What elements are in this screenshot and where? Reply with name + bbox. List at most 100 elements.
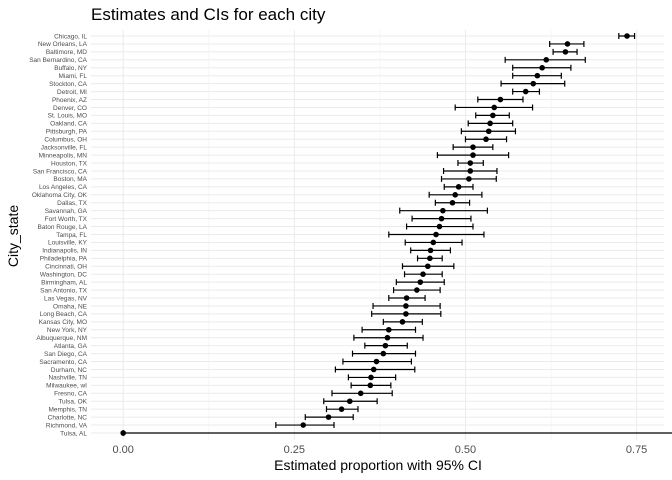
- estimate-point: [403, 311, 409, 317]
- y-tick-label: Fort Worth, TX: [45, 216, 88, 223]
- estimate-point: [534, 72, 541, 79]
- estimate-point: [455, 184, 462, 190]
- estimate-point: [373, 358, 380, 365]
- estimate-point: [357, 390, 364, 397]
- y-tick-label: Pittsburgh, PA: [46, 129, 88, 136]
- estimate-point: [485, 128, 492, 135]
- x-tick-label: 0.75: [626, 444, 647, 456]
- y-tick-label: San Diego, CA: [44, 351, 88, 358]
- estimate-point: [436, 223, 443, 230]
- y-tick-label: Las Vegas, NV: [44, 295, 88, 302]
- estimate-point: [368, 374, 374, 381]
- estimate-point: [430, 239, 437, 246]
- y-tick-label: San Francisco, CA: [33, 168, 88, 175]
- estimate-point: [539, 64, 545, 71]
- y-tick-label: Jacksonville, FL: [41, 144, 88, 151]
- estimate-point: [300, 422, 307, 428]
- estimate-point: [562, 49, 569, 55]
- y-tick-label: Phoenix, AZ: [52, 97, 87, 104]
- y-tick-label: Tulsa, OK: [58, 399, 87, 406]
- y-tick-label: Charlotte, NC: [48, 414, 88, 421]
- y-tick-label: Tulsa, AL: [60, 430, 87, 437]
- y-tick-label: Houston, TX: [51, 160, 88, 167]
- y-tick-label: Boston, MA: [53, 176, 87, 183]
- estimate-point: [427, 255, 433, 262]
- estimate-point: [420, 271, 426, 278]
- estimate-point: [624, 33, 630, 39]
- y-tick-label: Savannah, GA: [45, 208, 88, 215]
- x-axis-title: Estimated proportion with 95% CI: [274, 457, 482, 473]
- estimate-point: [522, 88, 529, 95]
- y-tick-label: Birmingham, AL: [41, 279, 87, 286]
- estimate-point: [433, 231, 439, 238]
- estimate-point: [564, 41, 571, 47]
- estimate-point: [543, 57, 550, 63]
- estimate-point: [530, 80, 537, 87]
- estimate-point: [452, 192, 459, 198]
- estimate-point: [427, 247, 434, 254]
- y-tick-label: Miami, FL: [58, 73, 87, 80]
- estimate-point: [417, 279, 424, 285]
- y-tick-label: Dallas, TX: [57, 200, 88, 207]
- grid: [91, 30, 664, 440]
- y-tick-label: Philadelphia, PA: [40, 256, 88, 263]
- y-tick-label: Nashville, TN: [48, 375, 87, 382]
- estimate-point: [491, 104, 498, 111]
- x-tick-label: 0.00: [112, 444, 133, 456]
- error-bar: [122, 430, 672, 436]
- y-tick-label: Oakland, CA: [50, 121, 88, 128]
- estimate-point: [384, 334, 391, 341]
- y-tick-label: Los Angeles, CA: [39, 184, 88, 191]
- y-tick-label: New Orleans, LA: [38, 41, 88, 48]
- estimate-point: [380, 350, 387, 357]
- estimate-point: [399, 319, 406, 325]
- y-tick-label: Baltimore, MD: [46, 49, 87, 56]
- y-tick-label: Fresno, CA: [54, 391, 88, 398]
- y-tick-label: Chicago, IL: [54, 33, 87, 40]
- estimate-point: [497, 96, 504, 103]
- y-tick-label: St. Louis, MO: [48, 113, 87, 120]
- y-tick-label: Louisville, KY: [48, 240, 88, 247]
- y-tick-label: New York, NY: [47, 327, 88, 334]
- y-tick-label: Indianapolis, IN: [42, 248, 87, 255]
- estimate-point: [425, 263, 431, 270]
- y-tick-label: Oklahoma City, OK: [32, 192, 88, 199]
- estimate-point: [382, 342, 389, 349]
- estimate-point: [370, 366, 377, 373]
- y-tick-label: Omaha, NE: [53, 303, 88, 310]
- y-tick-label: Milwaukee, wI: [46, 383, 87, 390]
- estimate-point: [440, 207, 446, 214]
- estimate-point: [438, 215, 445, 222]
- estimate-point: [449, 199, 456, 206]
- y-tick-label: Minneapolis, MN: [39, 152, 88, 159]
- y-tick-label: Buffalo, NY: [54, 65, 87, 72]
- estimate-point: [414, 287, 420, 293]
- estimate-point: [385, 326, 392, 333]
- y-tick-label: Baton Rouge, LA: [37, 224, 87, 231]
- estimate-point: [346, 398, 353, 405]
- estimate-point: [403, 303, 409, 309]
- y-tick-label: Cincinnati, OH: [45, 264, 87, 271]
- y-tick-label: Sacramento, CA: [39, 359, 87, 366]
- y-tick-label: Atlanta, GA: [54, 343, 88, 350]
- y-tick-label: Columbus, OH: [44, 137, 87, 144]
- y-tick-label: Tampa, FL: [56, 232, 87, 239]
- y-tick-label: Memphis, TN: [48, 406, 87, 413]
- y-tick-label: Kansas City, MO: [39, 319, 87, 326]
- y-tick-label: Detroit, MI: [57, 89, 87, 96]
- y-tick-label: Denver, CO: [53, 105, 87, 112]
- y-tick-label: Washington, DC: [40, 272, 87, 279]
- x-tick-label: 0.25: [284, 444, 305, 456]
- y-tick-label: Richmond, VA: [46, 422, 88, 429]
- estimate-point: [367, 382, 374, 389]
- x-tick-label: 0.50: [455, 444, 476, 456]
- y-tick-label: Albuquerque, NM: [36, 335, 87, 342]
- y-axis-title: City_state: [5, 205, 21, 267]
- y-tick-label: Durham, NC: [51, 367, 87, 374]
- chart-title: Estimates and CIs for each city: [91, 5, 326, 24]
- estimate-point: [120, 430, 126, 436]
- y-tick-label: San Antonio, TX: [40, 287, 88, 294]
- estimate-point: [483, 136, 489, 143]
